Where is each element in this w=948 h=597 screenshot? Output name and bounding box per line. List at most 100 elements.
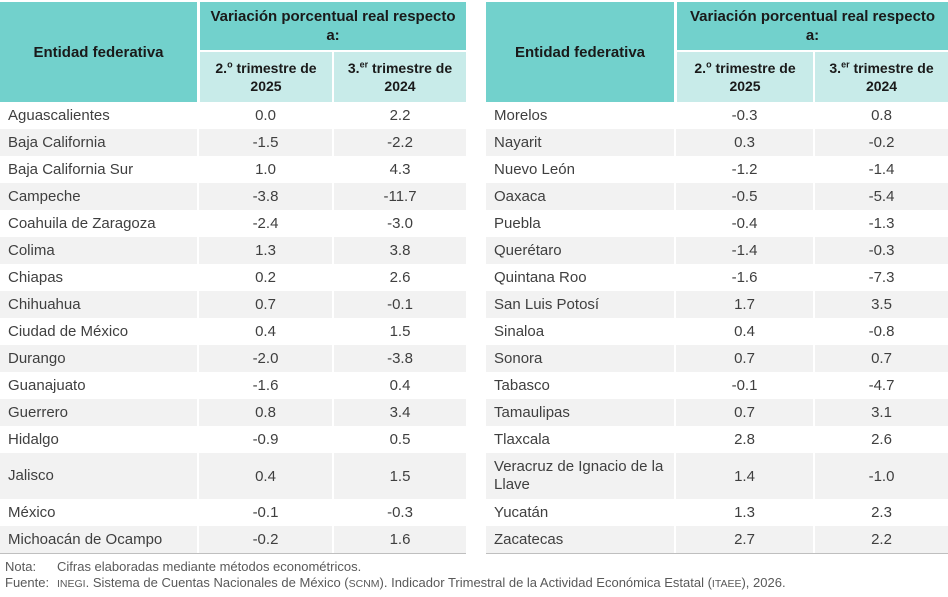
- q3-2024-value: -2.2: [332, 129, 467, 156]
- state-name: Yucatán: [494, 503, 549, 521]
- q2-2025-column-header: 2.o trimestre de 2025: [674, 50, 814, 102]
- state-name: Guerrero: [0, 399, 197, 426]
- q3-2024-value: 0.4: [332, 372, 466, 399]
- q2-2025-value: 0.4: [674, 318, 813, 345]
- fuente-acronym: ITAEE: [711, 578, 742, 590]
- nota-text: Cifras elaboradas mediante métodos econo…: [57, 559, 362, 574]
- q2-2025-value: -1.5: [197, 129, 332, 156]
- q2-2025-value: 0.3: [674, 129, 814, 156]
- table-row: Guanajuato -1.6 0.4: [0, 372, 466, 399]
- q2-2025-value: 0.7: [674, 399, 814, 426]
- q2-2025-value: -0.9: [197, 426, 332, 453]
- period-label: trimestre de 2025: [232, 60, 317, 94]
- q3-2024-value: -7.3: [813, 264, 948, 291]
- table-row: Michoacán de Ocampo -0.2 1.6: [0, 526, 467, 553]
- ordinal-number: 3.: [347, 60, 360, 76]
- state-name: Jalisco: [0, 453, 197, 499]
- state-name: Chihuahua: [0, 291, 197, 318]
- state-name: Ciudad de México: [8, 322, 129, 340]
- table-row: Guerrero 0.8 3.4: [0, 399, 467, 426]
- variation-header: Variación porcentual real respecto a:: [197, 2, 467, 50]
- state-name: Chiapas: [8, 268, 64, 286]
- table-row: Querétaro -1.4 -0.3: [486, 237, 948, 264]
- q2-2025-value: -2.4: [197, 210, 332, 237]
- q3-2024-value: -0.3: [813, 237, 948, 264]
- table-header: Entidad federativa Variación porcentual …: [0, 2, 467, 102]
- table-row: Coahuila de Zaragoza -2.4 -3.0: [0, 210, 466, 237]
- table-row: Durango -2.0 -3.8: [0, 345, 467, 372]
- q2-2025-value: -1.4: [674, 237, 814, 264]
- entity-column-header: Entidad federativa: [486, 2, 675, 102]
- q2-2025-value: -1.2: [674, 156, 813, 183]
- q2-2025-value: 0.7: [674, 345, 814, 372]
- q3-2024-value: -0.1: [332, 291, 467, 318]
- q3-2024-column-header: 3.er trimestre de 2024: [332, 50, 467, 102]
- fuente-line: Fuente: INEGI. Sistema de Cuentas Naciona…: [5, 575, 948, 592]
- table-row: Hidalgo -0.9 0.5: [0, 426, 466, 453]
- table-row: San Luis Potosí 1.7 3.5: [486, 291, 948, 318]
- state-name: Baja California: [0, 129, 197, 156]
- table-row: Nuevo León -1.2 -1.4: [486, 156, 948, 183]
- fuente-acronym: INEGI: [57, 578, 86, 590]
- q2-2025-value: 1.3: [674, 499, 813, 526]
- q3-2024-value: -5.4: [813, 183, 948, 210]
- variation-header: Variación porcentual real respecto a:: [674, 2, 948, 50]
- q3-2024-value: 3.1: [813, 399, 948, 426]
- state-name: Morelos: [494, 106, 548, 124]
- state-name: Campeche: [0, 183, 197, 210]
- table-row: Tabasco -0.1 -4.7: [486, 372, 948, 399]
- q2-2025-value: 1.0: [197, 156, 332, 183]
- q2-2025-value: 0.4: [197, 318, 332, 345]
- state-name: Colima: [0, 237, 197, 264]
- table-row: Sonora 0.7 0.7: [486, 345, 948, 372]
- table-row: Baja California Sur 1.0 4.3: [0, 156, 466, 183]
- q2-2025-value: 0.0: [197, 102, 332, 129]
- state-name: Tlaxcala: [494, 430, 550, 448]
- q2-2025-value: -0.5: [674, 183, 814, 210]
- q2-2025-value: -0.1: [674, 372, 813, 399]
- fuente-text: ), 2026.: [741, 575, 786, 590]
- table-row: Colima 1.3 3.8: [0, 237, 467, 264]
- state-name: Hidalgo: [8, 430, 59, 448]
- state-name: Oaxaca: [486, 183, 675, 210]
- q3-2024-value: 2.2: [332, 102, 466, 129]
- q3-2024-value: 2.6: [813, 426, 948, 453]
- q2-2025-value: 1.4: [674, 453, 814, 499]
- table-row: Oaxaca -0.5 -5.4: [486, 183, 948, 210]
- fuente-text: ). Indicador Trimestral de la Actividad …: [379, 575, 712, 590]
- q2-2025-value: 0.8: [197, 399, 332, 426]
- q3-2024-value: 2.6: [332, 264, 466, 291]
- ordinal-suffix: o: [706, 59, 712, 70]
- period-label: trimestre de 2024: [368, 60, 453, 94]
- fuente-acronym: SCNM: [348, 578, 380, 590]
- q2-2025-value: 2.8: [674, 426, 813, 453]
- q2-2025-value: 0.2: [197, 264, 332, 291]
- state-name: México: [8, 503, 56, 521]
- q3-2024-value: -4.7: [813, 372, 948, 399]
- table-row: Puebla -0.4 -1.3: [486, 210, 948, 237]
- fuente-label: Fuente:: [5, 575, 50, 590]
- ordinal-number: 2.: [215, 60, 228, 76]
- q3-2024-value: -3.8: [332, 345, 467, 372]
- state-name: Sinaloa: [494, 322, 545, 340]
- nota-line: Nota: Cifras elaboradas mediante métodos …: [5, 559, 948, 575]
- table-row: Chiapas 0.2 2.6: [0, 264, 466, 291]
- table-row: Zacatecas 2.7 2.2: [486, 526, 948, 553]
- state-name: Nayarit: [486, 129, 675, 156]
- ordinal-suffix: er: [841, 59, 850, 70]
- state-name: San Luis Potosí: [486, 291, 675, 318]
- q3-2024-value: -0.2: [813, 129, 948, 156]
- state-name: Zacatecas: [486, 526, 675, 553]
- q3-2024-value: 4.3: [332, 156, 466, 183]
- q3-2024-value: 3.5: [813, 291, 948, 318]
- q3-2024-value: -0.3: [332, 499, 466, 526]
- q2-2025-value: -0.4: [674, 210, 813, 237]
- q2-2025-value: -2.0: [197, 345, 332, 372]
- q3-2024-value: 0.7: [813, 345, 948, 372]
- q2-2025-column-header: 2.o trimestre de 2025: [197, 50, 332, 102]
- q2-2025-value: 0.7: [197, 291, 332, 318]
- q3-2024-value: 2.3: [813, 499, 948, 526]
- state-name: Guanajuato: [8, 376, 86, 394]
- q2-2025-value: 2.7: [674, 526, 814, 553]
